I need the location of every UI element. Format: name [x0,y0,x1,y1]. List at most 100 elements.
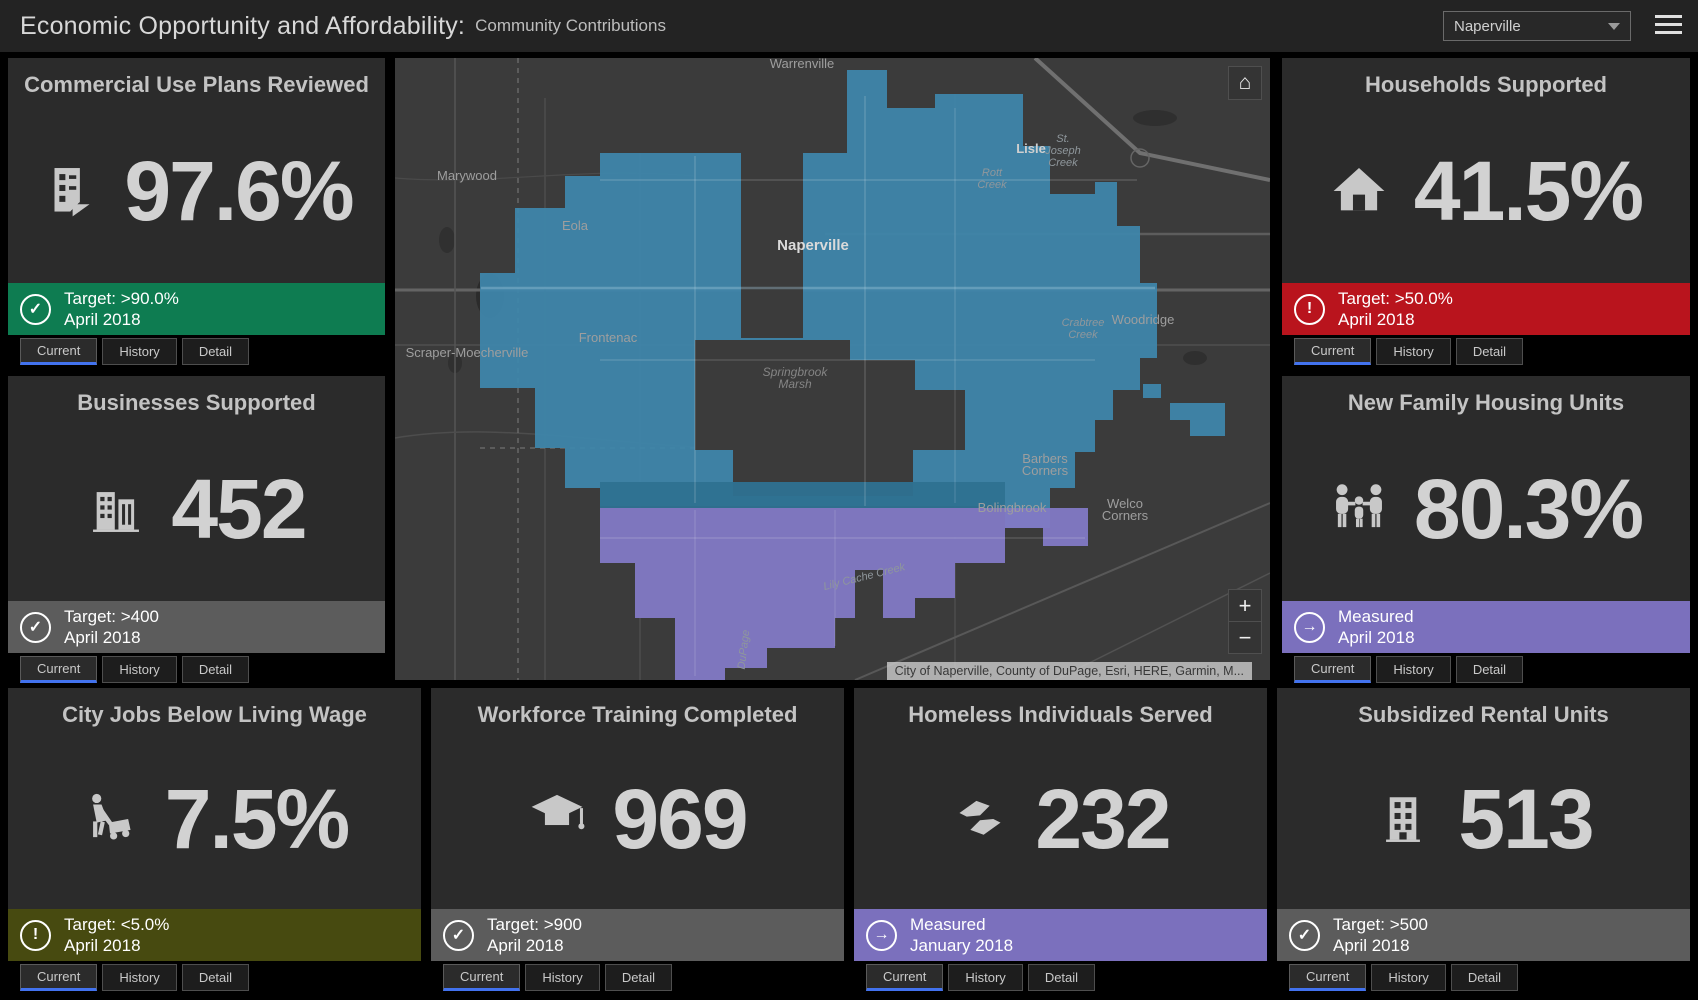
tab-history[interactable]: History [525,964,600,991]
badge-target-text: Target: >400 [64,606,159,626]
tab-current[interactable]: Current [866,964,944,991]
tab-detail[interactable]: Detail [181,964,250,991]
badge-target-text: Target: <5.0% [64,914,170,934]
tab-current[interactable]: Current [443,964,521,991]
tab-history[interactable]: History [948,964,1023,991]
status-badge: ✓ Target: >900 April 2018 [431,909,844,961]
menu-hamburger-icon[interactable] [1655,15,1682,34]
card-value: 232 [1035,771,1171,866]
badge-target-text: Target: >50.0% [1338,288,1453,308]
left-column: Commercial Use Plans Reviewed 97.6% ✓ Ta… [8,58,385,694]
arrow-circle-icon: → [866,919,897,951]
bottom-row: City Jobs Below Living Wage 7.5% ! Targe… [8,688,1690,991]
card-tabs: Current History Detail [443,964,844,991]
tab-current[interactable]: Current [20,964,98,991]
kpi-card-commercial-use-plans-reviewed: Commercial Use Plans Reviewed 97.6% ✓ Ta… [8,58,385,365]
tab-history[interactable]: History [1376,338,1451,365]
status-badge: ! Target: <5.0% April 2018 [8,909,421,961]
map-label-scraper-moecherville: Scraper-Moecherville [406,345,529,360]
graduation-cap-icon [528,790,586,848]
map-label-eola: Eola [562,218,589,233]
check-circle-icon: ✓ [443,919,474,951]
card-tabs: Current History Detail [1289,964,1690,991]
card-value: 41.5% [1413,143,1644,238]
check-circle-icon: ✓ [20,293,51,325]
check-circle-icon: ✓ [1289,919,1320,951]
tab-detail[interactable]: Detail [1027,964,1096,991]
status-badge: ✓ Target: >500 April 2018 [1277,909,1690,961]
naperville-city-area [480,70,1157,528]
kpi-card-new-family-housing-units: New Family Housing Units 80.3% → Measure… [1282,376,1690,683]
tab-history[interactable]: History [102,964,177,991]
badge-date-text: April 2018 [1338,628,1415,647]
tab-detail[interactable]: Detail [604,964,673,991]
check-circle-icon: ✓ [20,611,51,643]
card-title: Households Supported [1365,72,1607,97]
zoom-out-button[interactable]: − [1238,625,1252,650]
card-value: 80.3% [1413,461,1644,556]
page-subtitle: Community Contributions [475,16,666,35]
map-label-marywood: Marywood [437,168,497,183]
kpi-card-homeless-individuals-served: Homeless Individuals Served 232 → Measur… [854,688,1267,991]
map-label-barbers-corners: Barbers Corners [1022,451,1069,478]
zoom-in-button[interactable]: + [1229,590,1261,622]
badge-target-text: Measured [910,914,986,934]
office-buildings-icon [87,480,145,538]
card-title: Businesses Supported [77,390,316,415]
overlap-area [600,482,1005,508]
map-panel[interactable]: Warrenville Marywood Eola Lisle St. Joseph Cre… [395,58,1270,680]
card-title: Subsidized Rental Units [1358,702,1609,727]
exclamation-circle-icon: ! [20,919,51,951]
tab-detail[interactable]: Detail [181,656,250,683]
map-label-bolingbrook: Bolingbrook [978,500,1047,515]
kpi-card-households-supported: Households Supported 41.5% ! Target: >50… [1282,58,1690,365]
map-label-welco-corners: Welco Corners [1102,496,1149,523]
card-title: New Family Housing Units [1347,390,1625,415]
kpi-card-subsidized-rental-units: Subsidized Rental Units 513 ✓ Target: >5… [1277,688,1690,991]
card-tabs: Current History Detail [20,656,385,683]
badge-date-text: April 2018 [64,936,141,955]
map-attribution: City of Naperville, County of DuPage, Es… [886,662,1252,680]
badge-target-text: Target: >500 [1333,914,1428,934]
house-icon [1330,162,1388,220]
map-label-rott-creek: Rott Creek [977,167,1007,191]
card-value: 513 [1458,771,1594,866]
tab-detail[interactable]: Detail [1455,338,1524,365]
exclamation-circle-icon: ! [1294,293,1325,325]
card-value: 452 [171,461,307,556]
card-tabs: Current History Detail [20,964,421,991]
map-label-warrenville: Warrenville [770,58,835,71]
header-bar: Economic Opportunity and Affordability: … [0,0,1698,52]
map-home-button[interactable]: ⌂ [1228,66,1262,100]
card-tabs: Current History Detail [1294,656,1690,683]
tab-detail[interactable]: Detail [1455,656,1524,683]
badge-date-text: April 2018 [64,310,141,329]
tab-history[interactable]: History [102,656,177,683]
status-badge: ✓ Target: >400 April 2018 [8,601,385,653]
apartment-building-icon [1374,790,1432,848]
map-label-woodridge: Woodridge [1112,312,1175,327]
badge-date-text: April 2018 [1338,310,1415,329]
badge-target-text: Target: >90.0% [64,288,179,308]
map-label-st-joseph-creek: St. Joseph Creek [1044,133,1080,169]
secondary-boundary-area [600,508,1088,680]
city-selector-dropdown[interactable]: Naperville [1443,11,1631,41]
tab-history[interactable]: History [102,338,177,365]
tab-current[interactable]: Current [1294,338,1372,365]
tab-history[interactable]: History [1376,656,1451,683]
tab-detail[interactable]: Detail [1450,964,1519,991]
tab-current[interactable]: Current [20,338,98,365]
helping-hands-icon [951,790,1009,848]
tab-current[interactable]: Current [1289,964,1367,991]
badge-date-text: April 2018 [1333,936,1410,955]
springbrook-marsh-area [695,340,965,496]
tab-history[interactable]: History [1371,964,1446,991]
tab-detail[interactable]: Detail [181,338,250,365]
tab-current[interactable]: Current [20,656,98,683]
tab-current[interactable]: Current [1294,656,1372,683]
map-label-lisle: Lisle [1016,141,1046,156]
kpi-card-city-jobs-below-living-wage: City Jobs Below Living Wage 7.5% ! Targe… [8,688,421,991]
badge-date-text: January 2018 [910,936,1014,955]
